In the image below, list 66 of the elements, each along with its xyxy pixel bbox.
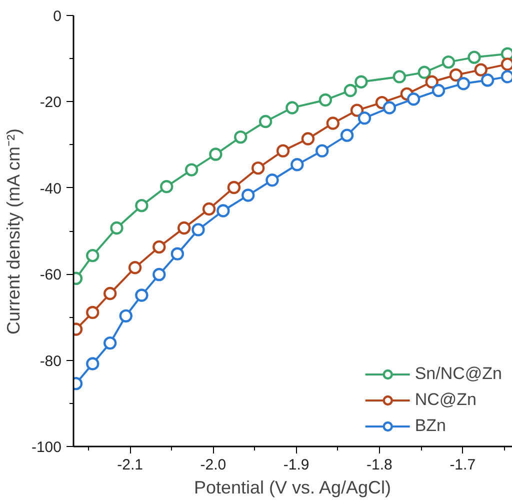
point: [316, 144, 329, 158]
point: [382, 101, 396, 114]
legend-label: BZn: [414, 416, 446, 436]
point: [152, 268, 166, 282]
point: [202, 202, 216, 216]
x-tick-label: -1.8: [366, 456, 392, 474]
y-axis-title: Current density (mA cm⁻²): [3, 128, 24, 335]
legend-label: NC@Zn: [414, 390, 476, 410]
point: [192, 223, 205, 236]
x-axis-title: Potential (V vs. Ag/AgCl): [194, 478, 392, 498]
point: [344, 84, 357, 98]
point: [86, 306, 100, 320]
x-tick-label: -1.9: [283, 456, 310, 474]
point: [354, 75, 368, 88]
point: [425, 75, 438, 88]
point: [86, 357, 100, 370]
point: [432, 84, 446, 98]
point: [110, 221, 124, 235]
y-tick-label: -20: [40, 94, 62, 112]
point: [318, 93, 332, 107]
point: [251, 161, 265, 175]
point: [170, 247, 184, 260]
point: [286, 101, 299, 114]
point: [350, 104, 364, 117]
point: [86, 248, 100, 262]
point: [128, 261, 142, 274]
point: [216, 204, 230, 218]
point: [258, 114, 272, 128]
point: [290, 158, 304, 172]
point: [449, 68, 463, 82]
point: [103, 336, 117, 350]
point: [456, 77, 470, 90]
point: [326, 116, 340, 130]
point: [135, 288, 148, 302]
point: [340, 128, 354, 142]
point: [227, 180, 241, 194]
point: [442, 55, 456, 69]
y-tick-label: -60: [40, 266, 62, 284]
x-tick-label: -2.0: [200, 456, 226, 474]
y-tick-label: -40: [40, 180, 62, 198]
point: [474, 63, 488, 76]
point: [468, 50, 481, 64]
y-tick-label: 0: [53, 8, 62, 25]
point: [301, 132, 315, 146]
x-tick-label: -2.1: [117, 456, 143, 474]
point: [160, 180, 174, 194]
y-tick-label: -100: [31, 439, 62, 456]
point: [242, 188, 255, 202]
point: [392, 70, 406, 84]
point: [234, 130, 248, 144]
point: [418, 66, 431, 79]
y-tick-label: -80: [40, 352, 62, 370]
point: [177, 221, 191, 235]
point: [152, 240, 166, 254]
point: [266, 174, 279, 187]
point: [480, 74, 494, 87]
point: [209, 148, 222, 161]
point: [358, 111, 372, 125]
point: [135, 198, 148, 212]
point: [406, 92, 420, 106]
legend-label: Sn/NC@Zn: [414, 364, 502, 384]
point: [103, 286, 117, 300]
point: [276, 144, 290, 158]
x-tick-label: -1.7: [450, 456, 476, 474]
point: [119, 309, 132, 322]
point: [184, 163, 198, 176]
